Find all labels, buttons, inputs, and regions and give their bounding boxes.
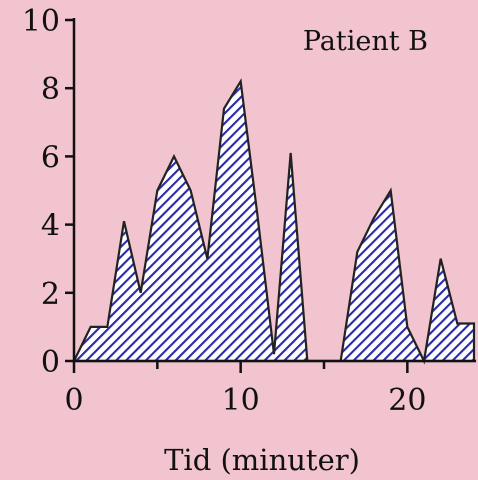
y-tick-label: 4 <box>41 209 60 244</box>
y-tick-label: 8 <box>41 72 60 107</box>
y-tick-label: 10 <box>22 4 60 39</box>
y-tick-label: 2 <box>41 277 60 312</box>
x-tick-label: 0 <box>64 383 83 418</box>
area-series <box>72 78 476 365</box>
ticks: 0 2 4 6 8 10 0 10 20 <box>22 4 427 418</box>
x-axis-title: Tid (minuter) <box>164 443 360 477</box>
y-tick-label: 6 <box>41 140 60 175</box>
y-tick-label: 0 <box>41 345 60 380</box>
axes <box>72 18 476 363</box>
chart-title: Patient B <box>303 26 428 57</box>
x-tick-label: 10 <box>222 383 260 418</box>
x-tick-label: 20 <box>388 383 426 418</box>
